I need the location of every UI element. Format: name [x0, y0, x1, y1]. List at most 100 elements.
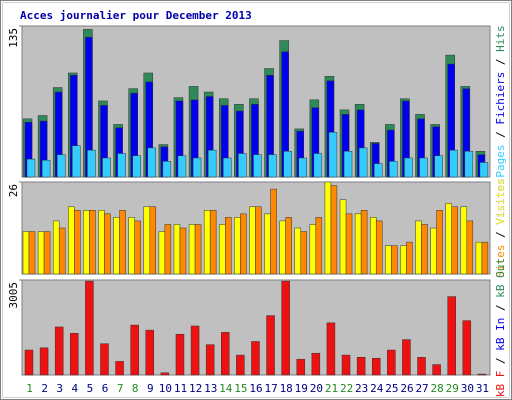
x-tick-label: 9 — [147, 382, 154, 395]
x-tick-label: 20 — [310, 382, 323, 395]
bar — [43, 231, 51, 275]
legend-entry: Visites — [494, 178, 507, 224]
legend-entry: Pages — [494, 145, 507, 178]
bar — [298, 157, 307, 178]
x-tick-label: 19 — [295, 382, 308, 395]
bar — [481, 241, 489, 275]
bar — [89, 210, 96, 275]
bar — [115, 361, 124, 376]
y-tick-label: 135 — [7, 28, 20, 48]
x-tick-label: 26 — [400, 382, 413, 395]
bar — [98, 210, 105, 275]
bar — [162, 161, 172, 178]
bar — [479, 162, 489, 178]
bar — [54, 326, 64, 376]
bar — [415, 220, 422, 275]
bar — [37, 231, 45, 275]
bar — [266, 315, 275, 376]
bar — [294, 227, 301, 275]
bar — [160, 372, 170, 376]
bar — [179, 227, 187, 275]
bar — [134, 220, 141, 275]
bar — [311, 352, 321, 376]
x-tick-label: 14 — [219, 382, 233, 395]
bar — [147, 147, 157, 178]
bar — [130, 324, 139, 376]
bar — [281, 280, 290, 376]
bar — [251, 341, 260, 376]
x-tick-label: 22 — [340, 382, 353, 395]
x-tick-label: 3 — [56, 382, 63, 395]
bar — [270, 188, 277, 275]
x-tick-label: 2 — [41, 382, 48, 395]
bar — [104, 213, 111, 275]
bar — [402, 339, 411, 376]
x-tick-label: 25 — [385, 382, 398, 395]
bar — [466, 220, 474, 275]
legend-entry: kB Out — [494, 258, 507, 298]
bar — [203, 210, 211, 275]
bar — [249, 206, 256, 275]
x-tick-label: 8 — [132, 382, 139, 395]
x-tick-label: 29 — [446, 382, 459, 395]
bar — [207, 149, 217, 178]
bar — [285, 217, 292, 275]
x-tick-label: 1 — [26, 382, 33, 395]
bar — [358, 147, 368, 178]
legend-entry: Hits — [494, 25, 507, 52]
bar — [391, 245, 398, 275]
bar — [313, 153, 323, 178]
bar — [143, 206, 151, 275]
x-tick-label: 7 — [117, 382, 124, 395]
bar — [296, 358, 305, 376]
bar — [279, 220, 286, 275]
bar — [221, 332, 230, 376]
bar — [234, 217, 241, 275]
bar — [41, 159, 51, 178]
bar — [462, 320, 472, 376]
bar — [255, 206, 262, 275]
bar — [52, 220, 60, 275]
bar — [451, 206, 458, 275]
x-tick-label: 4 — [72, 382, 79, 395]
bar — [371, 357, 381, 376]
bar — [145, 329, 155, 376]
bar — [369, 217, 377, 275]
bar — [385, 245, 392, 275]
x-tick-label: 28 — [431, 382, 444, 395]
y-tick-label: 3005 — [7, 282, 20, 309]
bar — [194, 224, 202, 275]
bar — [113, 217, 120, 275]
bar — [432, 364, 441, 376]
bar — [345, 213, 353, 275]
x-tick-label: 6 — [102, 382, 109, 395]
x-tick-label: 27 — [415, 382, 428, 395]
bar — [419, 157, 428, 178]
bar — [389, 161, 398, 178]
x-tick-label: 15 — [234, 382, 247, 395]
x-tick-label: 30 — [461, 382, 474, 395]
x-tick-label: 23 — [355, 382, 368, 395]
bar — [177, 155, 187, 178]
bar — [119, 210, 126, 275]
bar — [85, 280, 94, 376]
bar — [223, 157, 232, 178]
legend: Pages / Fichiers / Hits — [494, 25, 507, 177]
bar — [339, 199, 347, 275]
bar — [24, 349, 34, 376]
x-tick-label: 5 — [87, 382, 94, 395]
bar — [356, 357, 366, 376]
legend-separator: / — [494, 225, 507, 245]
bar — [238, 153, 247, 178]
bar — [72, 145, 81, 178]
x-tick-label: 31 — [476, 382, 489, 395]
bar — [128, 217, 135, 275]
bar — [436, 210, 443, 275]
bar — [354, 213, 362, 275]
legend-separator: / — [494, 351, 507, 371]
bar — [477, 373, 487, 376]
bar — [268, 154, 277, 178]
bar — [68, 206, 75, 275]
